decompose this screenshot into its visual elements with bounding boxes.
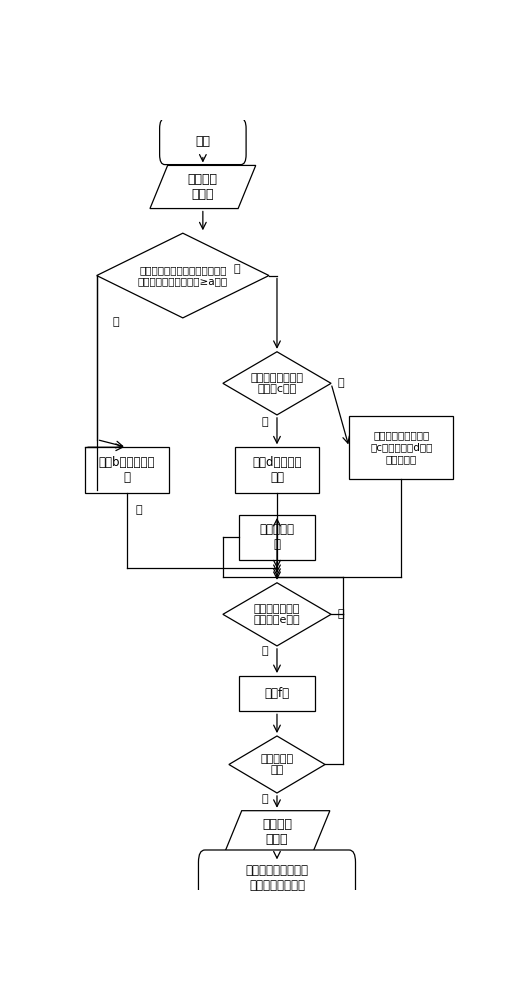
Text: 开始: 开始 — [195, 135, 210, 148]
Text: 等进水阀关闭时间大
于c分钟，进水d秒，
再关电磁阀: 等进水阀关闭时间大 于c分钟，进水d秒， 再关电磁阀 — [370, 431, 432, 464]
Bar — [235, 447, 319, 493]
Text: 机组得电后红外加湿器首次启动
或加湿器停止工作时间≥a小时: 机组得电后红外加湿器首次启动 或加湿器停止工作时间≥a小时 — [138, 265, 228, 286]
Bar — [85, 447, 169, 493]
Text: 注水f秒: 注水f秒 — [264, 687, 290, 700]
Bar — [239, 676, 315, 711]
Text: 是: 是 — [262, 417, 268, 427]
Text: 否: 否 — [135, 505, 142, 515]
Text: 手动启动
加湿器: 手动启动 加湿器 — [188, 173, 218, 201]
Polygon shape — [97, 233, 269, 318]
Polygon shape — [223, 583, 331, 646]
Bar — [239, 515, 315, 560]
Text: 进水b秒后关电磁
阀: 进水b秒后关电磁 阀 — [98, 456, 155, 484]
Polygon shape — [223, 352, 331, 415]
Text: 手动关闭
加湿器: 手动关闭 加湿器 — [262, 818, 292, 846]
Polygon shape — [229, 736, 325, 793]
Polygon shape — [150, 165, 256, 209]
Text: 是: 是 — [262, 646, 268, 656]
Text: 加湿器停止工作，关
闭卤素灯与进水阀: 加湿器停止工作，关 闭卤素灯与进水阀 — [246, 864, 309, 892]
Polygon shape — [224, 811, 330, 854]
Text: 否: 否 — [337, 609, 344, 619]
FancyBboxPatch shape — [160, 119, 246, 165]
Text: 卤素灯运行时间
是否达到e分钟: 卤素灯运行时间 是否达到e分钟 — [254, 604, 300, 625]
FancyBboxPatch shape — [199, 850, 356, 907]
Text: 是: 是 — [262, 794, 268, 804]
Text: 进水阀关闭时间是
否大于c分钟: 进水阀关闭时间是 否大于c分钟 — [250, 373, 303, 394]
Text: 否: 否 — [337, 378, 344, 388]
Bar — [349, 416, 453, 479]
Text: 卤素灯管运
行: 卤素灯管运 行 — [260, 523, 295, 551]
Text: 否: 否 — [234, 264, 240, 274]
Text: 进水d秒后关电
磁阀: 进水d秒后关电 磁阀 — [252, 456, 302, 484]
Text: 是: 是 — [113, 317, 119, 327]
Text: 是否关闭加
湿器: 是否关闭加 湿器 — [261, 754, 294, 775]
